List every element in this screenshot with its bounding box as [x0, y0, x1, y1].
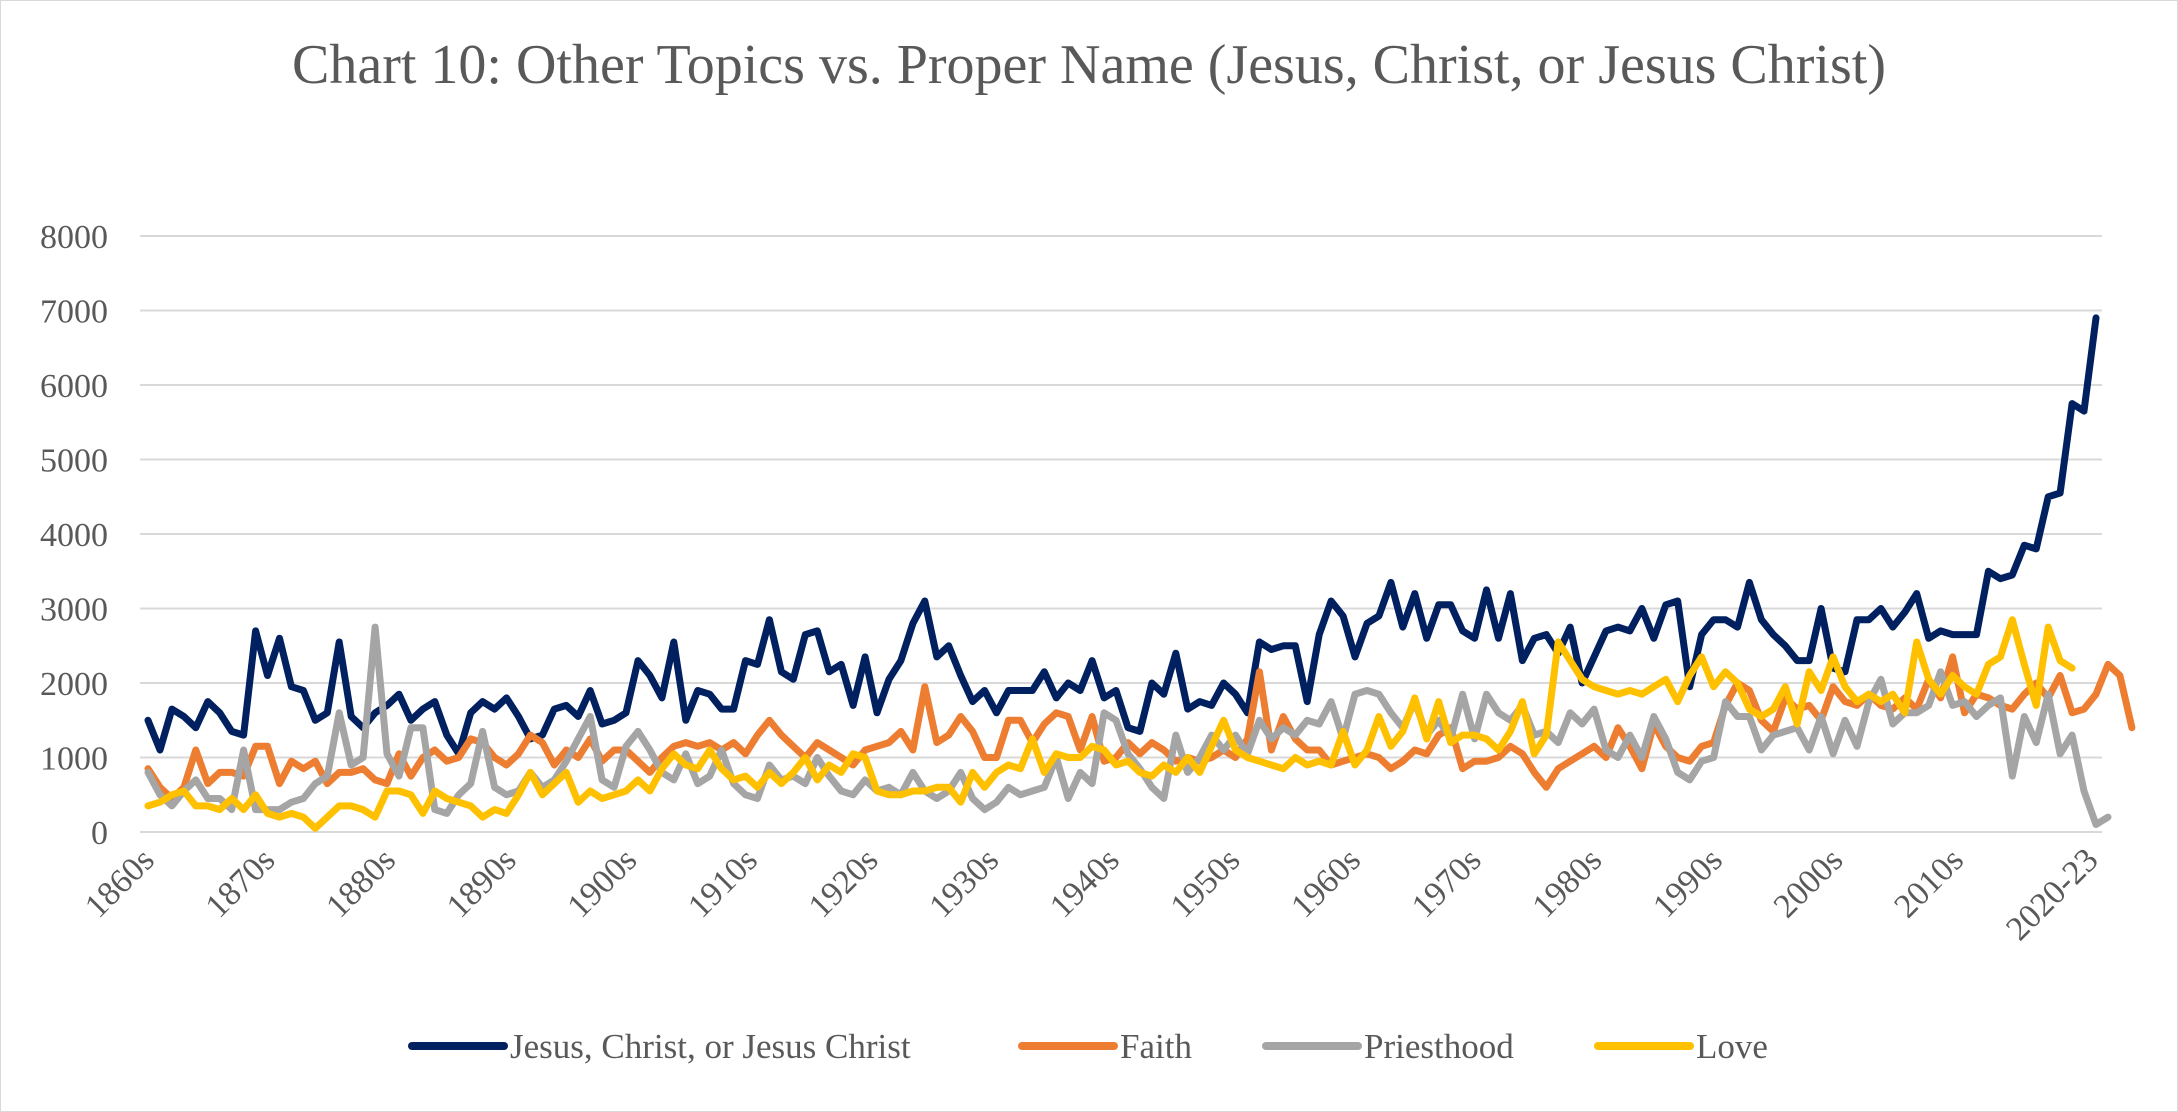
legend-item: Jesus, Christ, or Jesus Christ: [408, 1027, 911, 1066]
legend-label: Love: [1696, 1027, 1768, 1066]
y-tick-label: 0: [91, 815, 108, 852]
x-tick-label: 2010s: [1887, 841, 1971, 925]
y-tick-label: 8000: [40, 219, 108, 256]
legend: Jesus, Christ, or Jesus Christ Faith Pries…: [408, 1027, 1768, 1066]
y-tick-label: 7000: [40, 294, 108, 331]
x-tick-label: 1940s: [1043, 841, 1127, 925]
legend-item: Faith: [1018, 1027, 1192, 1066]
series-line-jesus-christ-or-jesus-christ: [144, 314, 2100, 758]
y-tick-label: 6000: [40, 368, 108, 405]
x-tick-label: 1960s: [1284, 841, 1368, 925]
x-tick-label: 1860s: [78, 841, 162, 925]
x-tick-label: 1970s: [1405, 841, 1489, 925]
series-line-priesthood: [144, 623, 2112, 828]
x-tick-label: 2020-23: [1999, 841, 2105, 947]
x-tick-label: 1880s: [319, 841, 403, 925]
legend-item: Priesthood: [1262, 1027, 1514, 1066]
x-tick-label: 1900s: [561, 841, 645, 925]
x-tick-label: 1920s: [802, 841, 886, 925]
x-tick-label: 1890s: [440, 841, 524, 925]
legend-label: Jesus, Christ, or Jesus Christ: [510, 1027, 911, 1066]
y-tick-label: 3000: [40, 592, 108, 629]
legend-label: Faith: [1120, 1027, 1192, 1066]
x-axis-tick-labels: 1860s 1870s 1880s 1890s 1900s 1910s 1920s 1930s…: [78, 841, 2106, 947]
y-tick-label: 5000: [40, 443, 108, 480]
gridlines: [140, 235, 2102, 759]
x-tick-label: 1910s: [681, 841, 765, 925]
y-tick-label: 2000: [40, 666, 108, 703]
y-axis-tick-labels: 0 1000 2000 3000 4000 5000 6000 7000 8000: [40, 219, 108, 852]
x-tick-label: 1950s: [1164, 841, 1248, 925]
x-tick-label: 1930s: [922, 841, 1006, 925]
x-tick-label: 2000s: [1767, 841, 1851, 925]
legend-item: Love: [1594, 1027, 1768, 1066]
series-lines: [144, 314, 2136, 832]
x-tick-label: 1870s: [199, 841, 283, 925]
x-tick-label: 1990s: [1646, 841, 1730, 925]
y-tick-label: 1000: [40, 741, 108, 778]
chart-title: Chart 10: Other Topics vs. Proper Name (…: [291, 34, 1886, 96]
legend-label: Priesthood: [1364, 1027, 1514, 1066]
series-line-love: [144, 616, 2076, 832]
y-tick-label: 4000: [40, 517, 108, 554]
x-tick-label: 1980s: [1525, 841, 1609, 925]
